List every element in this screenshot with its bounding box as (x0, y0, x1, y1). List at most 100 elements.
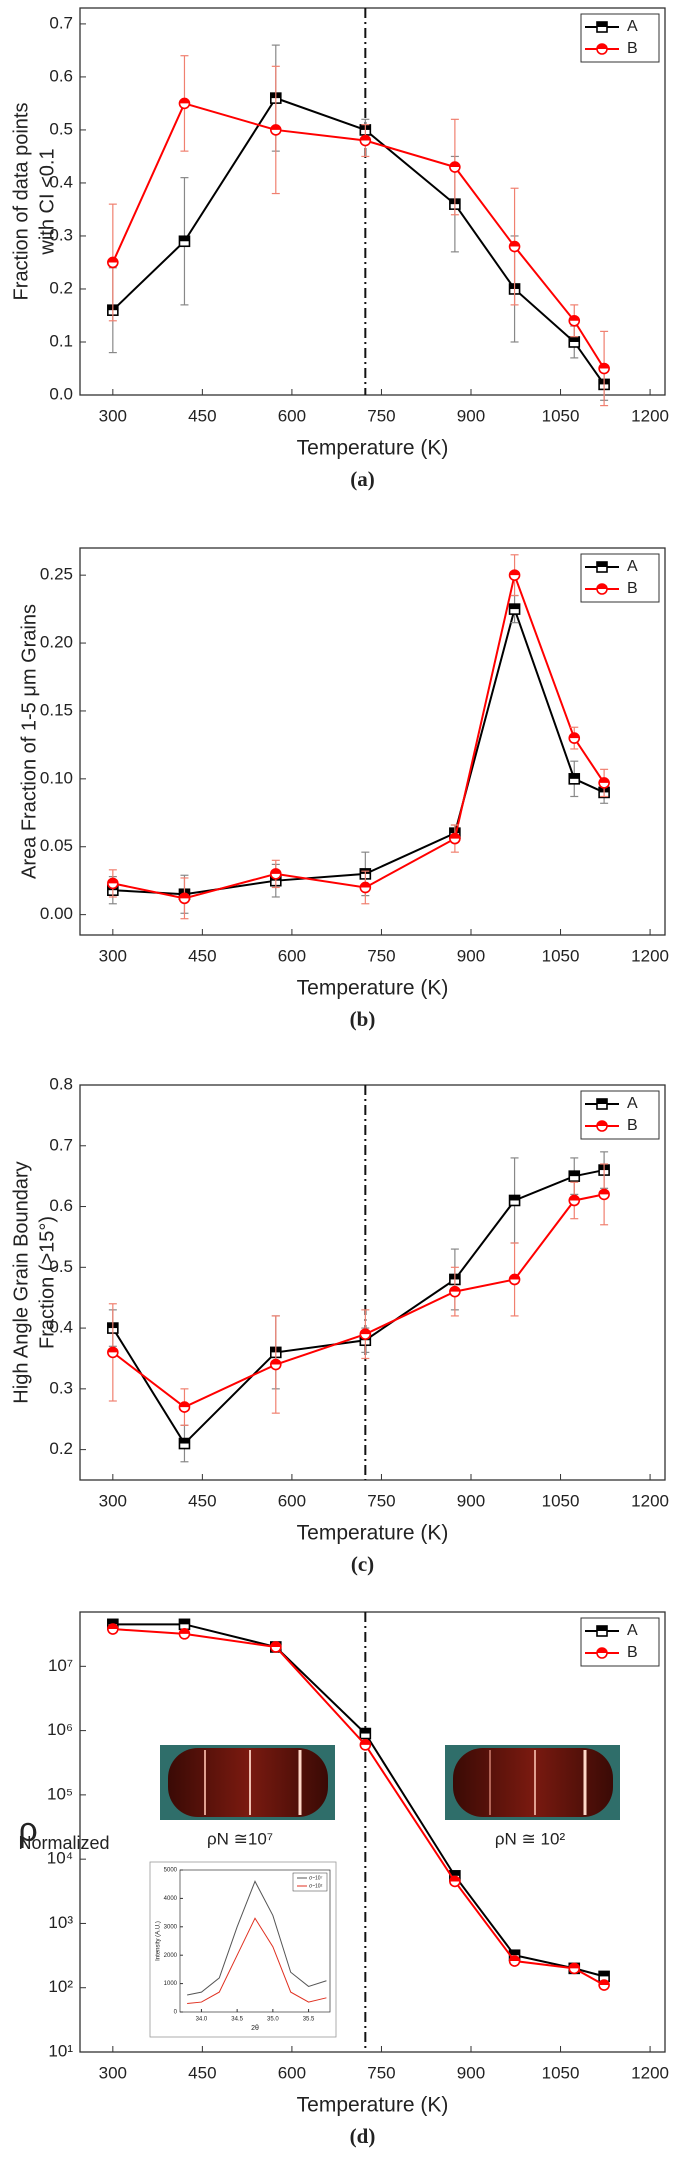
legend-marker (596, 583, 608, 595)
marker (598, 362, 610, 375)
plot-frame (79, 1611, 666, 2053)
annotation: ρN ≅10⁷ (207, 1829, 273, 1848)
marker-half (597, 1099, 607, 1104)
x-tick-label: 1200 (631, 406, 669, 425)
plot-frame (79, 7, 666, 396)
y-tick-label: 10¹ (48, 2041, 73, 2060)
x-tick-label: 300 (99, 406, 127, 425)
series-line (112, 1628, 605, 1986)
y-tick-label: 0.4 (49, 172, 73, 191)
x-tick-label: 34.5 (231, 2017, 243, 2023)
legend-marker (596, 1647, 608, 1659)
legend-marker (596, 561, 608, 573)
x-tick-label: 600 (278, 2063, 306, 2082)
marker-half (569, 1195, 580, 1201)
y-tick-label: 0.1 (49, 331, 73, 350)
y-tick-label: 0.15 (40, 700, 73, 719)
marker (568, 773, 581, 785)
marker-half (179, 98, 190, 104)
marker-half (179, 1619, 190, 1625)
y-tick-label: 0.05 (40, 836, 73, 855)
panel-label: (a) (350, 467, 375, 491)
marker (568, 1962, 581, 1975)
y-tick-label: 0.8 (49, 1074, 73, 1093)
x-axis-label: Temperature (K) (297, 1522, 449, 1545)
marker-half (599, 777, 610, 783)
marker-half (270, 1359, 281, 1365)
marker-half (597, 584, 607, 589)
marker (269, 1358, 282, 1371)
marker-half (360, 1329, 371, 1335)
marker-half (509, 241, 520, 247)
marker (508, 240, 521, 253)
legend-label: A (627, 1622, 638, 1639)
marker-half (569, 733, 580, 739)
legend-label: B (627, 580, 638, 597)
x-tick-label: 600 (278, 406, 306, 425)
marker (568, 732, 581, 744)
annotation: ρN ≅ 10² (495, 1829, 566, 1848)
x-tick-label: 450 (188, 406, 216, 425)
series-line (112, 1193, 605, 1409)
legend-marker (596, 43, 608, 55)
marker-half (569, 773, 580, 779)
y-tick-label: 0 (174, 2010, 178, 2016)
marker-half (509, 1274, 520, 1280)
legend-marker (596, 1098, 608, 1110)
y-tick-label: 0.25 (40, 565, 73, 584)
y-tick-label: 0.3 (49, 1378, 73, 1397)
series-line (111, 102, 605, 370)
marker-half (509, 604, 520, 610)
x-tick-label: 1050 (542, 946, 580, 965)
x-tick-label: 300 (99, 2063, 127, 2082)
y-axis-label: ρ (18, 1811, 37, 1849)
x-tick-label: 35.5 (303, 2017, 315, 2023)
marker (269, 124, 282, 136)
marker (269, 868, 282, 880)
y-tick-label: 10⁵ (47, 1784, 73, 1803)
marker (508, 569, 521, 581)
y-tick-label: 0.7 (49, 1135, 73, 1154)
y-axis-label: Intensity (A.U.) (156, 1921, 162, 1961)
marker-half (360, 135, 371, 141)
y-tick-label: 0.7 (49, 13, 73, 32)
y-tick-label: 0.20 (40, 633, 73, 652)
marker-half (107, 1624, 118, 1630)
marker-half (509, 1956, 520, 1962)
x-tick-label: 450 (188, 1491, 216, 1510)
marker (449, 1285, 461, 1298)
series-line (112, 96, 605, 385)
marker (598, 1188, 610, 1201)
x-tick-label: 34.0 (196, 2017, 208, 2023)
panel-label: (b) (350, 1007, 376, 1031)
marker-half (360, 1728, 371, 1734)
legend-label: σ~10⁷ (309, 1875, 323, 1881)
legend-label: A (627, 18, 638, 35)
legend-box (580, 1090, 660, 1140)
x-tick-label: 1050 (542, 406, 580, 425)
marker-half (597, 1648, 607, 1653)
marker-half (599, 1971, 610, 1977)
marker (178, 97, 191, 110)
y-tick-label: 0.4 (49, 1318, 73, 1337)
marker-half (509, 570, 520, 576)
y-tick-label: 3000 (164, 1924, 178, 1930)
x-tick-label: 1200 (631, 946, 669, 965)
x-tick-label: 1050 (542, 2063, 580, 2082)
marker-half (449, 1870, 460, 1876)
panel-label: (d) (350, 2124, 376, 2148)
x-axis-label: Temperature (K) (297, 2094, 449, 2117)
marker (568, 336, 581, 348)
marker-half (360, 882, 371, 888)
y-axis-label-sub: Normalized (18, 1833, 109, 1853)
x-tick-label: 750 (367, 406, 395, 425)
marker-half (270, 868, 281, 874)
legend-box (580, 1617, 660, 1667)
diffraction-image (160, 1745, 335, 1820)
diffraction-image (445, 1745, 620, 1820)
series-line (187, 1917, 327, 2004)
plot-frame (79, 1084, 666, 1481)
marker-half (270, 124, 281, 130)
series-line (112, 571, 605, 900)
